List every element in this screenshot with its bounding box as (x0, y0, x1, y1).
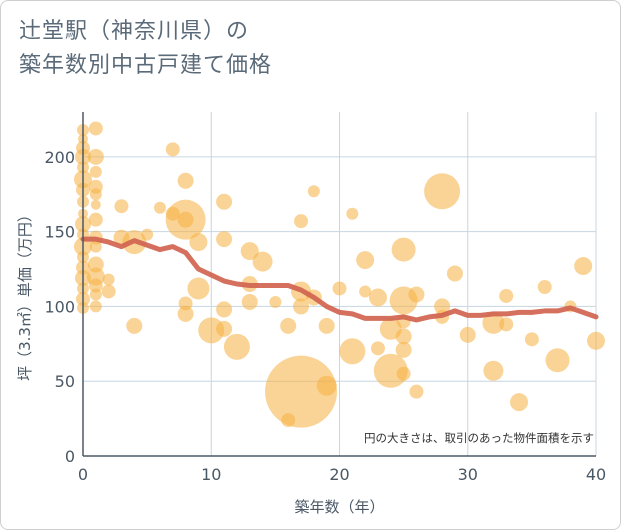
bubble-point (102, 273, 115, 286)
bubble-point (294, 214, 309, 229)
trend-line (80, 236, 599, 323)
bubble-point (153, 201, 166, 214)
x-axis-label: 築年数（年） (294, 498, 384, 516)
y-tick-label: 50 (55, 372, 75, 391)
bubble-point (356, 251, 375, 270)
bubble-point (88, 212, 103, 227)
bubble-point (114, 199, 129, 214)
x-tick-label: 20 (329, 465, 349, 484)
bubble-point (240, 242, 259, 261)
trend-series (80, 236, 599, 323)
bubble-point (280, 317, 297, 334)
x-tick-label: 0 (78, 465, 88, 484)
bubble-point (89, 188, 102, 201)
axes (82, 112, 596, 457)
y-tick-label: 100 (44, 297, 75, 316)
bubble-point (216, 301, 233, 318)
bubble-point (177, 211, 194, 228)
bubble-point (223, 333, 250, 360)
bubble-point (241, 293, 258, 310)
bubble-point (198, 317, 225, 344)
y-tick-label: 150 (44, 223, 75, 242)
bubble-point (424, 173, 461, 210)
bubble-point (395, 328, 412, 345)
bubble-point (483, 360, 504, 381)
bubble-point (177, 305, 194, 322)
bubble-point (395, 341, 412, 358)
bubble-point (90, 199, 101, 210)
bubble-series (74, 121, 605, 428)
bubble-point (126, 317, 143, 334)
bubble-point (141, 228, 154, 241)
bubble-point (88, 121, 103, 136)
bubble-point (408, 286, 425, 303)
bubble-point (316, 375, 337, 396)
bubble-point (252, 251, 273, 272)
bubble-point (537, 279, 552, 294)
chart-title-line-1: 辻堂駅（神奈川県）の (19, 19, 250, 44)
bubble-point (391, 237, 416, 262)
bubble-point (216, 231, 233, 248)
bubble-point (89, 288, 102, 301)
chart-title: 辻堂駅（神奈川県）の 築年数別中古戸建て価格 (19, 15, 579, 83)
bubble-point (434, 298, 451, 315)
y-tick-label: 0 (65, 447, 75, 466)
bubble-point (88, 278, 103, 293)
y-axis-label: 坪（3.3㎡）単価（万円） (16, 207, 34, 381)
bubble-point (89, 165, 102, 178)
size-legend-note: 円の大きさは、取引のあった物件面積を示す (364, 431, 594, 445)
bubble-point (370, 341, 385, 356)
bubble-point (499, 317, 514, 332)
bubble-point (269, 295, 282, 308)
tick-labels: 0 10 20 30 40 0 50 100 150 200 (44, 148, 606, 484)
bubble-point (189, 233, 208, 252)
bubble-point (165, 142, 180, 157)
bubble-point (332, 281, 347, 296)
bubble-point (396, 366, 411, 381)
bubble-point (318, 317, 335, 334)
bubble-point (265, 355, 338, 428)
bubble-point (89, 300, 102, 313)
bubble-point (482, 311, 505, 334)
bubble-point (216, 320, 233, 337)
y-tick-label: 200 (44, 148, 75, 167)
grid-lines (83, 112, 597, 456)
bubble-point (409, 384, 424, 399)
bubble-point (89, 240, 102, 253)
bubble-point (368, 288, 387, 307)
bubble-point (216, 193, 233, 210)
bubble-point (101, 284, 116, 299)
bubble-point (499, 288, 514, 303)
bubble-point (187, 277, 210, 300)
bubble-point (87, 148, 104, 165)
bubble-point (373, 353, 408, 388)
bubble-point (346, 207, 359, 220)
bubble-point (574, 257, 593, 276)
bubble-point (307, 185, 320, 198)
bubble-point (545, 348, 570, 373)
bubble-point (524, 332, 539, 347)
bubble-point (359, 285, 372, 298)
bubble-point (587, 331, 605, 350)
bubble-point (459, 326, 476, 343)
x-tick-label: 30 (458, 465, 478, 484)
bubble-point (446, 265, 463, 282)
chart-title-line-2: 築年数別中古戸建て価格 (19, 53, 273, 78)
bubble-point (177, 172, 194, 189)
x-tick-label: 10 (201, 465, 221, 484)
bubble-point (293, 298, 310, 315)
x-tick-label: 40 (586, 465, 606, 484)
bubble-point (339, 338, 366, 365)
bubble-point (510, 393, 529, 412)
